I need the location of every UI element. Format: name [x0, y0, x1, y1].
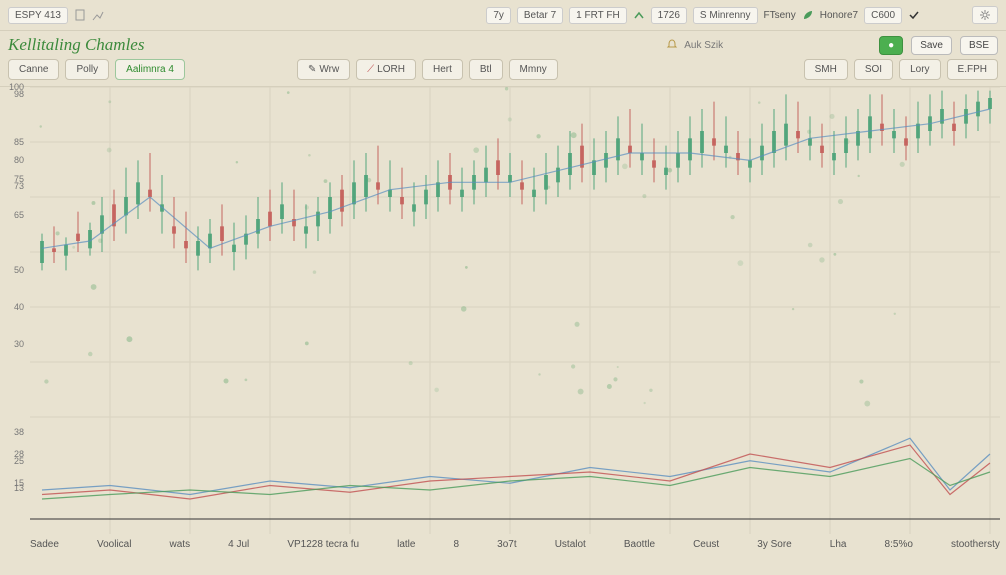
tool-mid-4[interactable]: Mmny [509, 59, 558, 80]
line-icon: ⟋ [367, 64, 374, 75]
tool-aalimnra[interactable]: Aalimnra 4 [115, 59, 185, 80]
top-label-5: FTseny [764, 10, 796, 21]
tool-canne[interactable]: Canne [8, 59, 59, 80]
gear-icon[interactable] [972, 6, 998, 24]
symbol-tag[interactable]: ESPY 413 [8, 7, 68, 24]
top-pill-4[interactable]: S Minrenny [693, 7, 758, 24]
tool-right-3[interactable]: E.FPH [947, 59, 998, 80]
pencil-icon: ✎ [308, 64, 316, 75]
bell-icon[interactable] [666, 38, 678, 53]
tool-right-1[interactable]: SOI [854, 59, 893, 80]
plot-area[interactable] [30, 87, 1000, 534]
tool-right-0[interactable]: SMH [804, 59, 848, 80]
check-icon[interactable] [908, 9, 920, 21]
chart-toolbar: Canne Polly Aalimnra 4 ✎ Wrw ⟋ LORH Hert… [0, 55, 1006, 87]
top-pill-1[interactable]: Betar 7 [517, 7, 563, 24]
top-pill-3[interactable]: 1726 [651, 7, 687, 24]
tool-mid-2[interactable]: Hert [422, 59, 463, 80]
tool-polly[interactable]: Polly [65, 59, 109, 80]
tool-mid-0[interactable]: ✎ Wrw [297, 59, 350, 80]
top-label-6: Honore7 [820, 10, 858, 21]
exchange-button[interactable]: BSE [960, 36, 998, 55]
chart-icon[interactable] [92, 9, 104, 21]
top-pill-0[interactable]: 7y [486, 7, 511, 24]
tool-mid-3[interactable]: Btl [469, 59, 503, 80]
doc-icon[interactable] [74, 9, 86, 21]
chart-area[interactable]: 1009885807573655040303828251513 SadeeVoo… [0, 87, 1006, 552]
status-button[interactable]: ● [879, 36, 903, 55]
title-bar: Kellitaling Chamles Auk Szik ● Save BSE [0, 31, 1006, 55]
leaf-icon [802, 9, 814, 21]
top-toolbar: ESPY 413 7y Betar 7 1 FRT FH 1726 S Minr… [0, 0, 1006, 31]
side-label: Auk Szik [684, 40, 723, 51]
top-pill-2[interactable]: 1 FRT FH [569, 7, 627, 24]
y-axis: 1009885807573655040303828251513 [0, 87, 28, 552]
tool-mid-1[interactable]: ⟋ LORH [356, 59, 416, 80]
top-pill-7[interactable]: C600 [864, 7, 902, 24]
tool-right-2[interactable]: Lory [899, 59, 940, 80]
chart-title: Kellitaling Chamles [8, 35, 144, 55]
up-icon [633, 9, 645, 21]
save-button[interactable]: Save [911, 36, 952, 55]
x-axis: SadeeVoolicalwats4 JulVP1228 tecra fulat… [30, 536, 1000, 552]
